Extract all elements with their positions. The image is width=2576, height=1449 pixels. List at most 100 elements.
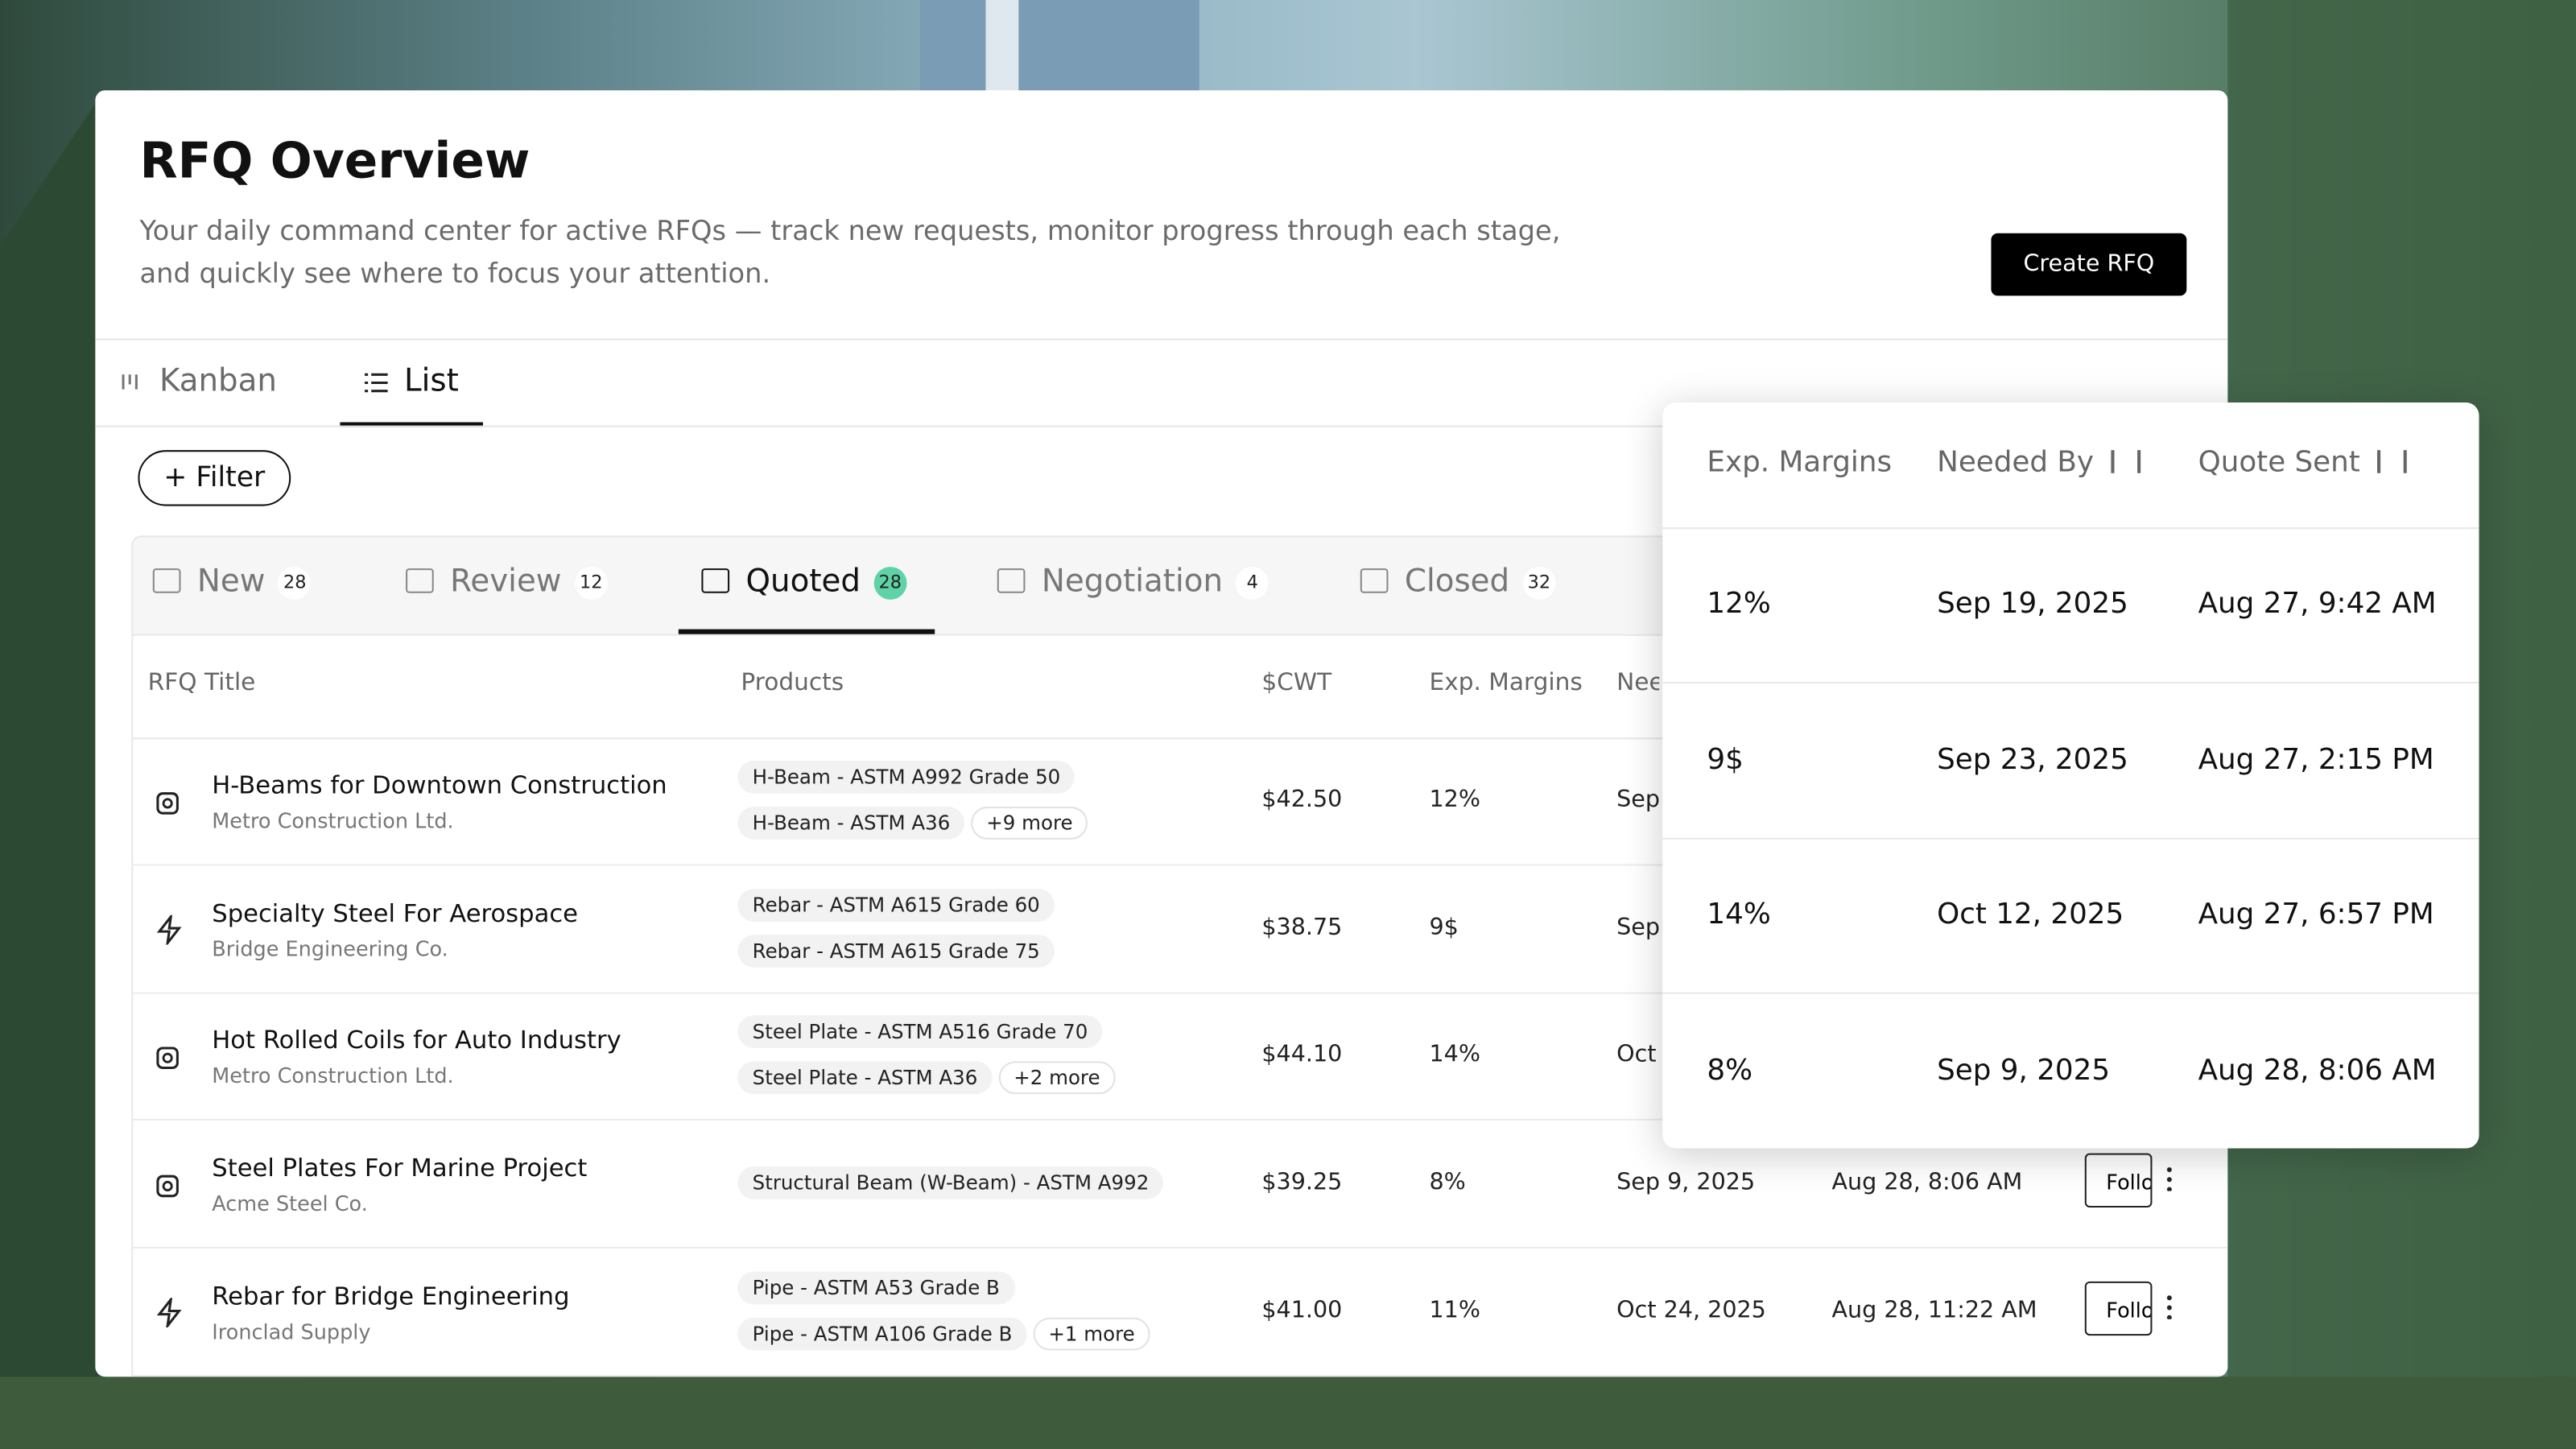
popup-row-divider bbox=[1662, 992, 2479, 994]
column-header: RFQ Title bbox=[147, 670, 256, 697]
product-chip: Steel Plate - ASTM A516 Grade 70 bbox=[737, 1016, 1103, 1049]
popup-sent: Aug 27, 9:42 AM bbox=[2198, 588, 2437, 621]
column-header: Products bbox=[741, 670, 844, 697]
popup-margin: 14% bbox=[1707, 898, 1771, 932]
tab-label: Closed bbox=[1404, 563, 1510, 600]
header-row bbox=[133, 633, 2228, 740]
more-menu[interactable] bbox=[2166, 1165, 2172, 1191]
needed-by: Sep 9, 2025 bbox=[1616, 1170, 1756, 1196]
tab-icon bbox=[406, 568, 434, 593]
table-row bbox=[133, 993, 2228, 1121]
product-chip: Steel Plate - ASTM A36 bbox=[737, 1062, 993, 1095]
status-tab[interactable]: New 28 bbox=[152, 563, 312, 600]
margin: 11% bbox=[1429, 1297, 1481, 1324]
more-chip[interactable]: +1 more bbox=[1033, 1317, 1150, 1351]
tab-count: 28 bbox=[278, 566, 312, 599]
row-icon bbox=[156, 1047, 179, 1070]
tab-label: Quoted bbox=[745, 563, 861, 600]
margin: 14% bbox=[1429, 1042, 1481, 1069]
product-chip: H-Beam - ASTM A36 bbox=[737, 807, 965, 840]
plus: + bbox=[163, 461, 196, 495]
view-tab[interactable]: Kanban bbox=[159, 363, 278, 399]
product-line: Pipe - ASTM A106 Grade B +1 more bbox=[737, 1317, 1156, 1351]
more-menu[interactable] bbox=[2166, 1292, 2172, 1319]
cwt: $39.25 bbox=[1261, 1170, 1343, 1196]
company: Bridge Engineering Co. bbox=[212, 935, 448, 961]
table-row bbox=[133, 737, 2228, 866]
tab-label: New bbox=[196, 563, 266, 600]
action-button[interactable]: Follow Up bbox=[2084, 1153, 2153, 1208]
tab-icon bbox=[701, 568, 730, 593]
product-line: Steel Plate - ASTM A36 +2 more bbox=[737, 1062, 1121, 1095]
page-title: RFQ Overview bbox=[139, 133, 530, 191]
row-icon bbox=[156, 1174, 179, 1198]
status-tab[interactable]: Quoted 28 bbox=[701, 563, 907, 600]
margin: 9$ bbox=[1429, 914, 1459, 941]
rfq-title[interactable]: Steel Plates For Marine Project bbox=[212, 1153, 588, 1183]
rfq-title[interactable]: Hot Rolled Coils for Auto Industry bbox=[212, 1026, 621, 1055]
company: Acme Steel Co. bbox=[212, 1191, 368, 1216]
product-line: H-Beam - ASTM A36 +9 more bbox=[737, 807, 1094, 840]
tab-underline bbox=[678, 629, 935, 634]
product-line: Rebar - ASTM A615 Grade 60 bbox=[737, 888, 1061, 922]
column-header: Exp. Margins bbox=[1429, 670, 1583, 697]
cwt: $41.00 bbox=[1261, 1297, 1343, 1324]
company: Metro Construction Ltd. bbox=[212, 1063, 454, 1088]
rfq-title[interactable]: Rebar for Bridge Engineering bbox=[212, 1281, 570, 1311]
popup-margin: 12% bbox=[1707, 588, 1771, 621]
filter-label: Filter bbox=[196, 461, 266, 495]
list-icon bbox=[365, 373, 388, 393]
table-row bbox=[133, 865, 2228, 994]
more-chip[interactable]: +2 more bbox=[998, 1062, 1115, 1095]
tab-count: 4 bbox=[1236, 566, 1269, 599]
rfq-title[interactable]: Specialty Steel For Aerospace bbox=[212, 898, 579, 928]
row-icon bbox=[156, 1297, 182, 1327]
popup-column-header: Exp. Margins bbox=[1707, 447, 1892, 480]
cwt: $38.75 bbox=[1261, 914, 1343, 941]
popup-row-divider bbox=[1662, 836, 2479, 839]
kanban-icon bbox=[122, 374, 138, 390]
popup-row-divider bbox=[1662, 681, 2479, 683]
company: Ironclad Supply bbox=[212, 1319, 371, 1344]
popup-needed: Sep 19, 2025 bbox=[1937, 588, 2128, 621]
popup-margin: 9$ bbox=[1707, 743, 1744, 777]
popup-column-header: Quote Sent bbox=[2198, 447, 2406, 480]
column-popup: Exp. Margins Needed By Quote Sent 12% Sep 19… bbox=[1662, 402, 2479, 1149]
sort-icon[interactable] bbox=[2376, 450, 2406, 473]
status-tab[interactable]: Closed 32 bbox=[1360, 564, 1556, 600]
status-tab[interactable]: Review 12 bbox=[406, 564, 608, 600]
tab-count: 32 bbox=[1522, 566, 1556, 599]
margin: 8% bbox=[1429, 1170, 1466, 1196]
tab-label: Negotiation bbox=[1041, 563, 1224, 600]
row-icon bbox=[156, 792, 179, 815]
tab-icon bbox=[152, 568, 181, 593]
popup-needed: Oct 12, 2025 bbox=[1937, 898, 2124, 932]
tab-count: 12 bbox=[574, 566, 608, 599]
popup-column-label: Quote Sent bbox=[2198, 447, 2360, 480]
product-chip: H-Beam - ASTM A992 Grade 50 bbox=[737, 760, 1075, 794]
tab-icon bbox=[1360, 568, 1389, 593]
cwt: $42.50 bbox=[1261, 786, 1343, 814]
product-chip: Rebar - ASTM A615 Grade 60 bbox=[737, 888, 1055, 922]
status-tab[interactable]: Negotiation 4 bbox=[997, 564, 1269, 600]
popup-needed: Sep 9, 2025 bbox=[1937, 1054, 2111, 1087]
popup-sent: Aug 28, 8:06 AM bbox=[2198, 1054, 2437, 1087]
popup-margin: 8% bbox=[1707, 1054, 1753, 1087]
divider bbox=[95, 425, 2228, 427]
divider bbox=[95, 338, 2228, 341]
popup-needed: Sep 23, 2025 bbox=[1937, 743, 2128, 777]
create-button[interactable]: Create RFQ bbox=[1991, 233, 2187, 296]
action-button[interactable]: Follow Up bbox=[2084, 1281, 2153, 1335]
sort-icon[interactable] bbox=[2110, 450, 2140, 473]
product-chip: Structural Beam (W-Beam) - ASTM A992 bbox=[737, 1166, 1164, 1199]
card: RFQ Overview Your daily command center f… bbox=[95, 90, 2228, 1377]
popup-column-label: Needed By bbox=[1937, 447, 2095, 480]
view-tab-active[interactable]: List bbox=[404, 363, 459, 399]
popup-sent: Aug 27, 6:57 PM bbox=[2198, 898, 2434, 932]
rfq-title[interactable]: H-Beams for Downtown Construction bbox=[212, 770, 667, 800]
more-chip[interactable]: +9 more bbox=[971, 807, 1088, 840]
filter-button[interactable]: + Filter bbox=[138, 450, 291, 506]
popup-sent: Aug 27, 2:15 PM bbox=[2198, 743, 2434, 777]
